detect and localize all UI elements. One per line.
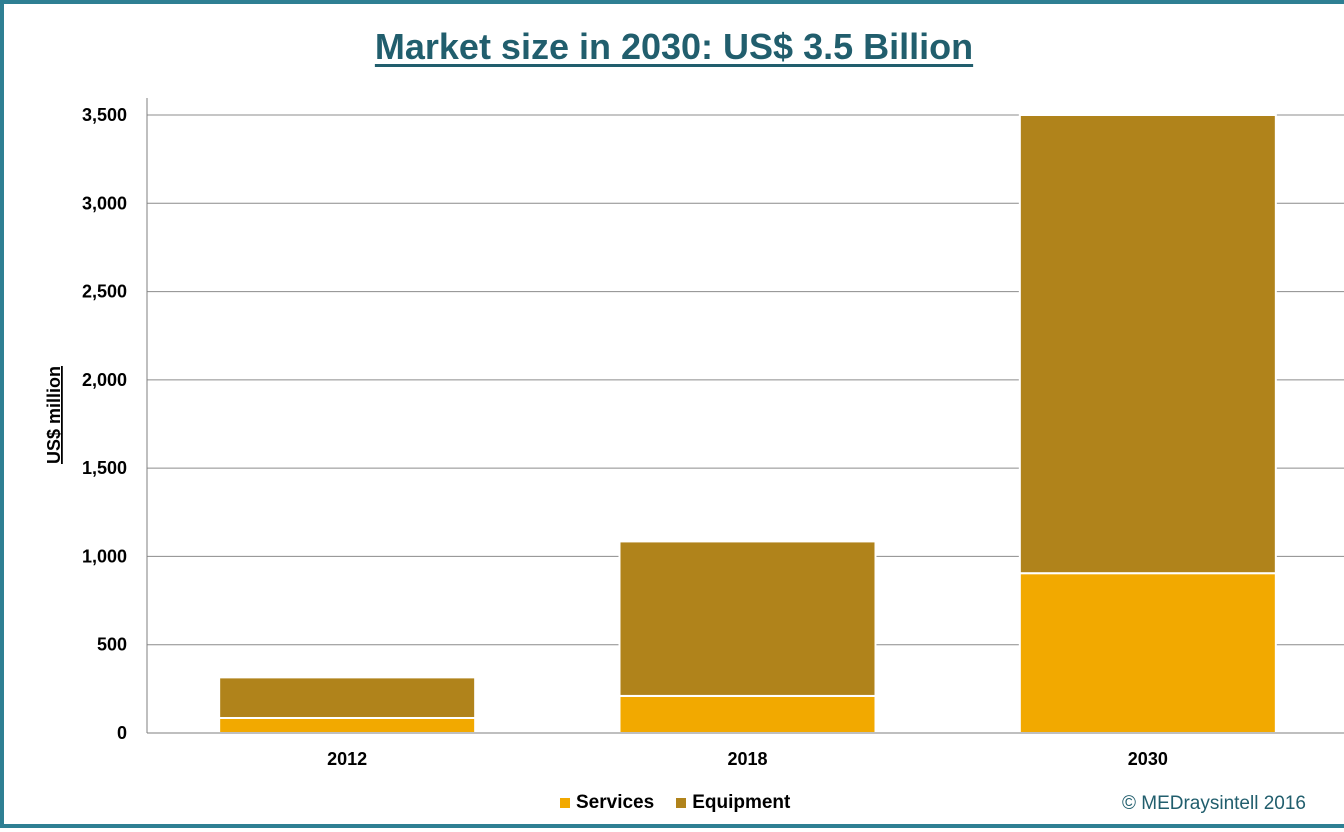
y-tick-label: 3,000 bbox=[82, 193, 127, 213]
bar-services-2018 bbox=[618, 694, 877, 734]
x-tick-labels: 2012 2018 2030 bbox=[327, 749, 1168, 769]
x-tick-label: 2030 bbox=[1128, 749, 1168, 769]
bar-equipment-2012 bbox=[218, 676, 477, 719]
chart-title: Market size in 2030: US$ 3.5 Billion bbox=[374, 26, 974, 67]
y-tick-labels: 0 500 1,000 1,500 2,000 2,500 3,000 3,500 bbox=[82, 105, 127, 743]
x-tick-label: 2012 bbox=[327, 749, 367, 769]
legend-item-services: Services bbox=[560, 792, 654, 814]
legend-item-equipment: Equipment bbox=[676, 792, 790, 814]
y-tick-label: 500 bbox=[97, 635, 127, 655]
y-tick-label: 2,000 bbox=[82, 370, 127, 390]
bars bbox=[218, 114, 1277, 735]
y-tick-label: 0 bbox=[117, 723, 127, 743]
legend-swatch-equipment bbox=[676, 798, 687, 808]
legend-label-services: Services bbox=[576, 792, 655, 813]
legend: Services Equipment bbox=[560, 792, 812, 814]
y-tick-label: 3,500 bbox=[82, 105, 127, 125]
y-tick-label: 2,500 bbox=[82, 282, 127, 302]
y-tick-label: 1,500 bbox=[82, 458, 127, 478]
x-tick-label: 2018 bbox=[727, 749, 767, 769]
legend-swatch-services bbox=[560, 798, 570, 808]
bar-services-2030 bbox=[1018, 572, 1277, 735]
y-tick-label: 1,000 bbox=[82, 546, 127, 566]
bar-equipment-2018 bbox=[618, 540, 877, 697]
legend-label-equipment: Equipment bbox=[692, 792, 791, 813]
copyright-notice: © MEDraysintell 2016 bbox=[1121, 793, 1306, 814]
bar-equipment-2030 bbox=[1018, 114, 1277, 575]
bar-services-2012 bbox=[218, 716, 477, 735]
y-axis-label: US$ million bbox=[44, 366, 64, 464]
